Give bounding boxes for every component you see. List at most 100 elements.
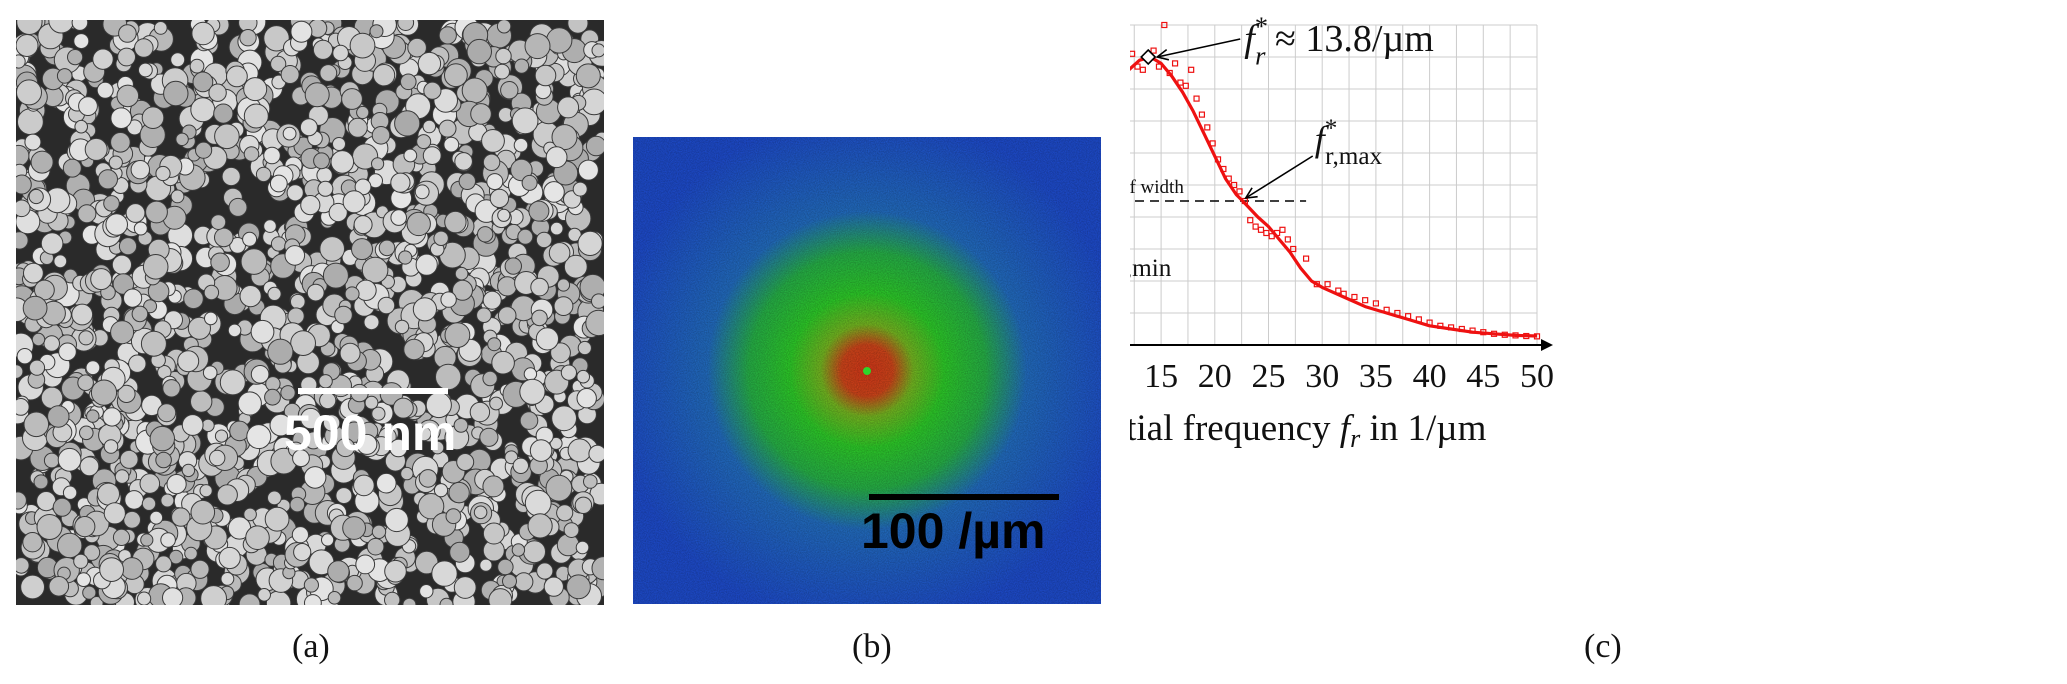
sem-grain — [322, 414, 341, 432]
x-axis-arrow — [1541, 339, 1553, 351]
sem-grain — [306, 283, 325, 302]
sem-grain — [572, 181, 588, 197]
sem-grain — [353, 474, 375, 497]
sem-grain — [482, 153, 501, 172]
sem-grain — [214, 123, 240, 150]
sem-grain — [536, 562, 554, 580]
sem-grain — [85, 360, 101, 376]
sem-grain — [335, 487, 353, 505]
sem-grain — [487, 337, 502, 352]
sem-grain — [489, 188, 510, 209]
sem-grain — [221, 166, 241, 187]
sem-grain — [190, 499, 216, 525]
sem-grain — [566, 574, 591, 600]
sem-grain — [110, 132, 131, 153]
sem-grain — [76, 572, 91, 587]
sem-grain — [392, 397, 414, 419]
sem-grain — [43, 452, 60, 469]
sem-grain — [291, 526, 309, 544]
sem-grain — [551, 124, 578, 151]
sem-grain — [524, 33, 551, 60]
sem-grain — [99, 557, 124, 582]
sem-grain — [384, 559, 407, 583]
sem-grain — [201, 418, 215, 433]
sem-grain — [412, 297, 437, 322]
x-tick-label: 20 — [1198, 358, 1232, 395]
sem-grain — [209, 449, 226, 467]
sem-grain — [585, 135, 604, 157]
sem-grain — [415, 253, 438, 276]
measured-point — [1171, 60, 1179, 67]
sem-grain — [160, 532, 176, 548]
sem-grain — [269, 413, 293, 437]
sem-grain — [166, 474, 187, 495]
sem-grain — [16, 174, 32, 195]
sem-grain — [356, 433, 378, 455]
sem-grain — [371, 157, 385, 171]
sem-grain — [280, 65, 300, 84]
sem-grain — [470, 103, 492, 125]
sem-grain — [299, 118, 318, 137]
sem-grain — [588, 444, 604, 463]
sem-grain — [43, 335, 61, 352]
sem-grain — [31, 332, 46, 347]
sem-grain — [304, 82, 330, 108]
sem-grain — [332, 44, 349, 62]
measured-point — [1155, 63, 1163, 70]
sem-grain — [123, 510, 141, 529]
sem-grain — [551, 405, 577, 432]
sem-grain — [48, 576, 70, 597]
sem-grain — [16, 364, 24, 379]
sem-grain — [250, 365, 270, 384]
sem-grain — [62, 158, 82, 178]
sem-grain — [128, 354, 147, 373]
sem-grain — [243, 103, 269, 129]
sem-grain — [438, 26, 457, 45]
sem-grain — [153, 21, 168, 35]
sem-grain — [228, 197, 248, 217]
sem-grain — [282, 126, 297, 141]
sem-grain — [376, 472, 397, 494]
sem-grain — [243, 507, 257, 522]
sem-grain — [103, 502, 126, 525]
sem-grain — [543, 181, 565, 203]
sem-grain — [97, 482, 120, 506]
sem-grain — [528, 200, 550, 222]
sem-grain — [349, 32, 376, 59]
sem-grain — [371, 524, 387, 539]
sem-grain — [439, 597, 454, 605]
sem-grain — [531, 309, 548, 327]
sem-grain — [118, 24, 137, 43]
fmax-arrow — [1245, 155, 1314, 199]
measured-point — [1198, 111, 1206, 118]
sem-grain — [97, 169, 119, 190]
sem-grain — [213, 103, 234, 124]
sem-grain — [545, 474, 573, 502]
chart-axes — [1130, 339, 1553, 351]
sem-grain — [402, 597, 417, 605]
sem-grain — [270, 55, 287, 73]
sem-grain — [369, 24, 384, 39]
sem-grain — [416, 426, 432, 442]
sem-grain — [585, 309, 604, 337]
sem-grain — [494, 63, 511, 80]
sem-grain — [479, 558, 493, 572]
sem-grain — [33, 474, 49, 490]
sem-grain — [108, 155, 123, 170]
sem-grain — [577, 340, 592, 356]
sem-grain — [574, 496, 593, 514]
sem-grain — [403, 338, 425, 361]
sem-grain — [438, 119, 457, 138]
sem-grain — [192, 71, 214, 93]
chart-annotations: f*r ≈ 13.8/µm f*r,min f*r,max — [1130, 11, 1434, 282]
sem-grain — [30, 150, 54, 174]
sem-grain — [458, 172, 476, 191]
sem-grain — [504, 257, 522, 275]
sem-grain — [145, 200, 168, 224]
sem-grain — [444, 322, 471, 349]
sem-grain — [491, 350, 515, 375]
sem-grain — [105, 213, 128, 236]
sem-grain — [111, 254, 133, 275]
sem-grain — [351, 238, 373, 261]
sem-grain — [139, 473, 161, 494]
